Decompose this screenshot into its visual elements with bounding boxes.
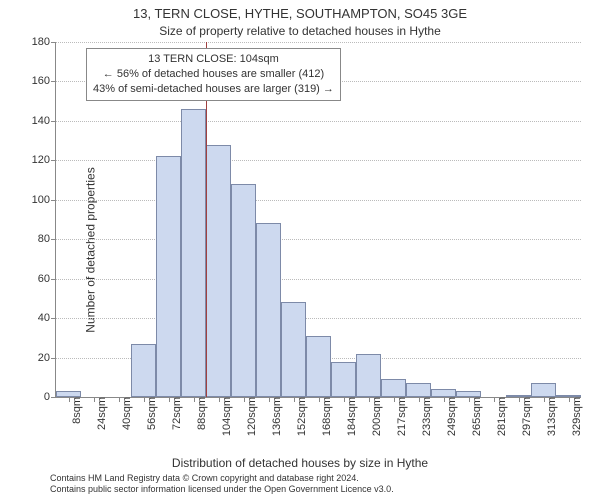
xtick-label: 168sqm [315,397,333,436]
xtick-label: 136sqm [265,397,283,436]
xtick-label: 88sqm [190,397,208,430]
gridline [56,279,581,280]
annotation-line2: ← 56% of detached houses are smaller (41… [93,67,334,82]
histogram-bar [531,383,556,397]
histogram-bar [131,344,156,397]
chart-subtitle: Size of property relative to detached ho… [0,24,600,38]
histogram-bar [406,383,431,397]
xtick-label: 8sqm [65,397,83,424]
ytick-label: 140 [32,115,56,127]
gridline [56,200,581,201]
annotation-line1: 13 TERN CLOSE: 104sqm [93,52,334,67]
xtick-label: 249sqm [440,397,458,436]
chart-container: 13, TERN CLOSE, HYTHE, SOUTHAMPTON, SO45… [0,0,600,500]
xtick-label: 200sqm [365,397,383,436]
annotation-line3: 43% of semi-detached houses are larger (… [93,82,334,97]
xtick-label: 297sqm [515,397,533,436]
ytick-label: 80 [38,233,56,245]
chart-title: 13, TERN CLOSE, HYTHE, SOUTHAMPTON, SO45… [0,6,600,21]
histogram-bar [206,145,231,397]
histogram-bar [331,362,356,398]
ytick-label: 0 [44,391,56,403]
gridline [56,160,581,161]
histogram-bar [356,354,381,397]
histogram-bar [156,156,181,397]
xtick-label: 104sqm [215,397,233,436]
ytick-label: 120 [32,154,56,166]
ytick-label: 100 [32,194,56,206]
attribution-line2: Contains public sector information licen… [50,484,394,496]
x-axis-label: Distribution of detached houses by size … [0,456,600,470]
histogram-bar [181,109,206,397]
gridline [56,239,581,240]
ytick-label: 60 [38,273,56,285]
xtick-label: 265sqm [465,397,483,436]
histogram-bar [306,336,331,397]
xtick-label: 56sqm [140,397,158,430]
xtick-label: 152sqm [290,397,308,436]
histogram-bar [256,223,281,397]
gridline [56,121,581,122]
histogram-bar [231,184,256,397]
xtick-label: 24sqm [90,397,108,430]
ytick-label: 40 [38,312,56,324]
gridline [56,318,581,319]
xtick-label: 120sqm [240,397,258,436]
ytick-label: 180 [32,36,56,48]
xtick-label: 217sqm [390,397,408,436]
annotation-box: 13 TERN CLOSE: 104sqm← 56% of detached h… [86,48,341,101]
ytick-label: 160 [32,75,56,87]
attribution-line1: Contains HM Land Registry data © Crown c… [50,473,394,485]
ytick-label: 20 [38,352,56,364]
attribution-text: Contains HM Land Registry data © Crown c… [50,473,394,496]
xtick-label: 329sqm [565,397,583,436]
xtick-label: 313sqm [540,397,558,436]
histogram-bar [431,389,456,397]
xtick-label: 233sqm [415,397,433,436]
plot-area: 0204060801001201401601808sqm24sqm40sqm56… [55,42,581,398]
histogram-bar [281,302,306,397]
histogram-bar [381,379,406,397]
gridline [56,42,581,43]
xtick-label: 40sqm [115,397,133,430]
xtick-label: 184sqm [340,397,358,436]
xtick-label: 72sqm [165,397,183,430]
xtick-label: 281sqm [490,397,508,436]
